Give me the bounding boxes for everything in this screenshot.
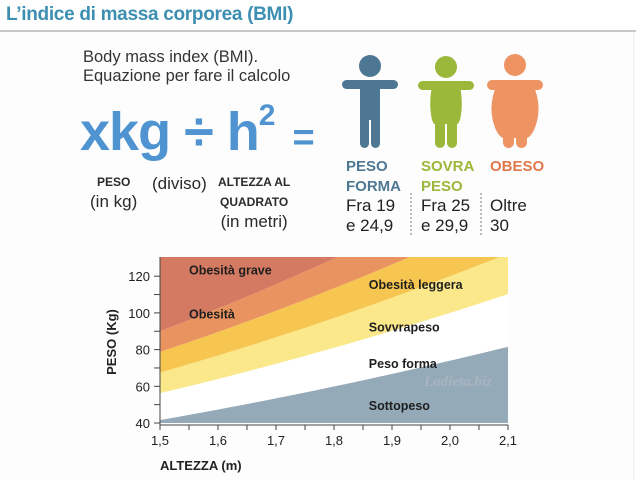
range-line-1: Fra 19 xyxy=(346,196,396,215)
x-tick-label: 2,0 xyxy=(441,433,459,448)
diviso-label: (diviso) xyxy=(152,174,207,194)
x-tick-label: 1,5 xyxy=(151,433,169,448)
divider xyxy=(480,193,482,235)
altezza-title-2: QUADRATO xyxy=(219,195,289,209)
band-sovvrapeso xyxy=(160,257,508,394)
diviso-text: (diviso) xyxy=(152,174,207,193)
category-label: OBESO xyxy=(490,158,545,175)
range-line-2: e 24,9 xyxy=(346,216,394,235)
range-sovrapeso: Fra 25 e 29,9 xyxy=(421,196,470,236)
band-label: Sovvrapeso xyxy=(369,320,440,334)
peso-label: PESO (in kg) xyxy=(90,172,137,212)
band-peso-forma xyxy=(160,294,508,421)
peso-unit: (in kg) xyxy=(90,192,138,211)
page-header: L’indice di massa corporea (BMI) xyxy=(0,0,636,32)
category-peso-forma: PESO FORMA xyxy=(346,157,401,197)
band-obesit- xyxy=(160,257,410,352)
y-axis-label: PESO (Kg) xyxy=(104,309,119,375)
altezza-unit: (in metri) xyxy=(220,212,288,231)
y-tick-label: 120 xyxy=(128,269,150,284)
band-obesit-leggera xyxy=(160,257,500,373)
x-tick-label: 1,9 xyxy=(383,433,401,448)
band-label: Sottopeso xyxy=(369,399,430,413)
formula-exponent: 2 xyxy=(258,99,276,132)
band-label: Obesità xyxy=(189,307,235,321)
range-line-1: Oltre xyxy=(490,196,527,215)
x-tick-label: 1,6 xyxy=(209,433,227,448)
page-title: L’indice di massa corporea (BMI) xyxy=(6,4,294,25)
obese-person-icon xyxy=(487,54,543,148)
band-obesit-grave xyxy=(160,257,338,332)
bmi-formula: xkg ÷ h2 = xyxy=(80,92,315,168)
category-label: PESO xyxy=(421,178,463,195)
y-tick-label: 40 xyxy=(136,416,150,431)
range-line-1: Fra 25 xyxy=(421,196,471,215)
band-sottopeso xyxy=(160,346,508,423)
chart-bands xyxy=(160,257,508,423)
category-label: SOVRA xyxy=(421,158,475,175)
formula-subtitle: Body mass index (BMI). Equazione per far… xyxy=(83,48,290,86)
subtitle-line-1: Body mass index (BMI). xyxy=(83,48,259,66)
y-tick-label: 80 xyxy=(136,343,150,358)
formula-numerator: xkg xyxy=(80,102,171,162)
formula-denominator: h xyxy=(226,102,260,162)
x-tick-label: 1,8 xyxy=(325,433,343,448)
x-tick-label: 1,7 xyxy=(267,433,285,448)
watermark: Ladieta.biz xyxy=(423,374,492,390)
divider xyxy=(410,193,412,235)
category-obeso: OBESO xyxy=(490,157,544,177)
peso-title: PESO xyxy=(96,175,131,189)
range-obeso: Oltre 30 xyxy=(490,196,527,236)
range-line-2: 30 xyxy=(490,216,509,235)
page-border xyxy=(633,32,634,480)
equals-symbol: = xyxy=(292,117,314,159)
normal-weight-person-icon xyxy=(342,55,398,148)
x-tick-label: 2,1 xyxy=(499,433,517,448)
range-line-2: e 29,9 xyxy=(421,216,469,235)
altezza-title-1: ALTEZZA AL xyxy=(218,175,291,189)
overweight-person-icon xyxy=(418,56,474,148)
category-label: PESO xyxy=(346,158,388,175)
altezza-label: ALTEZZA AL QUADRATO (in metri) xyxy=(218,172,290,232)
range-peso-forma: Fra 19 e 24,9 xyxy=(346,196,395,236)
chart-axes: 40 60 80 100 120 1,5 1,6 1,7 1,8 1,9 2,0 2,1 xyxy=(128,257,517,448)
x-axis-label: ALTEZZA (m) xyxy=(160,458,242,473)
subtitle-line-2: Equazione per fare il calcolo xyxy=(83,67,291,85)
band-label: Peso forma xyxy=(369,357,438,371)
divide-symbol: ÷ xyxy=(184,102,214,162)
y-tick-label: 60 xyxy=(136,379,150,394)
category-sovrapeso: SOVRA PESO xyxy=(421,157,474,197)
band-label: Obesità leggera xyxy=(369,278,464,292)
band-label: Obesità grave xyxy=(189,263,272,277)
chart-band-labels: Sottopeso Peso forma Sovvrapeso Obesità leg… xyxy=(189,263,464,413)
category-label: FORMA xyxy=(346,178,401,195)
y-tick-label: 100 xyxy=(128,306,150,321)
